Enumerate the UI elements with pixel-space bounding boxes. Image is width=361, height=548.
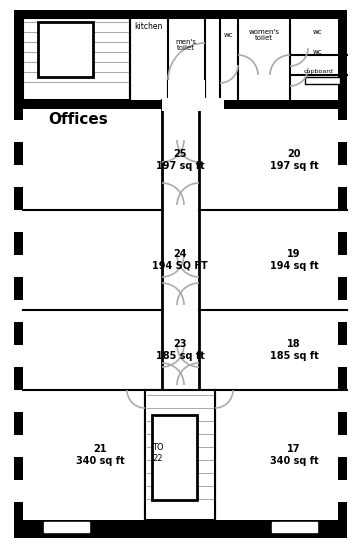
Text: 19
194 sq ft: 19 194 sq ft xyxy=(270,249,318,271)
Text: 18
185 sq ft: 18 185 sq ft xyxy=(270,339,318,361)
Bar xyxy=(23,100,338,521)
Text: men's
toilet: men's toilet xyxy=(175,38,196,52)
Bar xyxy=(14,255,23,277)
Bar xyxy=(44,522,89,532)
Bar xyxy=(338,345,347,367)
Bar xyxy=(14,100,347,109)
Bar xyxy=(14,390,23,412)
Text: wc: wc xyxy=(224,32,234,38)
Bar xyxy=(338,390,347,412)
Bar xyxy=(338,255,347,277)
Bar xyxy=(338,165,347,187)
Bar xyxy=(23,18,130,100)
Bar xyxy=(168,80,205,100)
Bar xyxy=(14,435,23,457)
Text: kitchen: kitchen xyxy=(134,22,162,31)
Text: 17
340 sq ft: 17 340 sq ft xyxy=(270,444,318,466)
Text: 24
194 SQ FT: 24 194 SQ FT xyxy=(152,249,208,271)
Text: 23
185 sq ft: 23 185 sq ft xyxy=(156,339,204,361)
Bar xyxy=(338,300,347,322)
Bar xyxy=(272,522,317,532)
Text: TO
22: TO 22 xyxy=(152,443,164,463)
Text: women's
toilet: women's toilet xyxy=(248,28,279,42)
Bar xyxy=(162,98,224,111)
Bar xyxy=(305,77,340,84)
Bar xyxy=(338,480,347,502)
Text: 25
197 sq ft: 25 197 sq ft xyxy=(156,149,204,171)
Bar xyxy=(14,300,23,322)
Text: Offices: Offices xyxy=(48,112,108,128)
Bar xyxy=(338,435,347,457)
Text: wc: wc xyxy=(313,49,323,55)
Bar xyxy=(23,19,338,103)
Bar xyxy=(14,480,23,502)
Bar xyxy=(14,210,23,232)
Text: cupboard: cupboard xyxy=(303,70,333,75)
Bar xyxy=(14,520,347,538)
Bar xyxy=(338,210,347,232)
Text: 20
197 sq ft: 20 197 sq ft xyxy=(270,149,318,171)
Bar xyxy=(14,345,23,367)
Text: wc: wc xyxy=(313,29,323,35)
Bar xyxy=(38,22,93,77)
Bar xyxy=(14,100,347,530)
Bar xyxy=(14,120,23,142)
Bar xyxy=(14,165,23,187)
Bar xyxy=(145,390,215,520)
Bar xyxy=(14,10,347,103)
Text: 21
340 sq ft: 21 340 sq ft xyxy=(76,444,124,466)
Bar xyxy=(152,415,197,500)
Bar xyxy=(338,120,347,142)
